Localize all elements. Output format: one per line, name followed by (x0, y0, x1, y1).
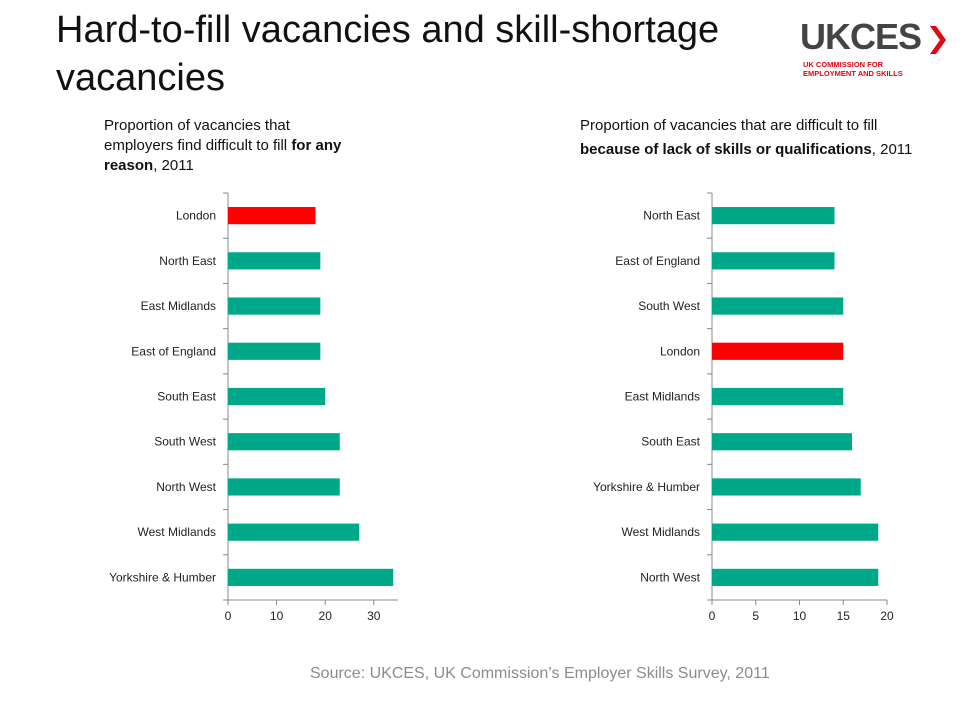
x-tick-label: 30 (367, 609, 381, 623)
x-tick-label: 0 (709, 609, 716, 623)
bar-south-west (712, 297, 844, 315)
category-label: West Midlands (138, 525, 216, 539)
x-tick-label: 15 (837, 609, 851, 623)
category-label: South East (157, 390, 216, 404)
bar-north-west (228, 478, 340, 496)
bar-north-east (228, 252, 321, 270)
bar-london (712, 342, 844, 360)
x-tick-label: 10 (270, 609, 284, 623)
category-label: East of England (131, 344, 216, 358)
bar-east-of-england (712, 252, 835, 270)
x-tick-label: 20 (880, 609, 894, 623)
category-label: North East (159, 254, 216, 268)
category-label: West Midlands (622, 525, 700, 539)
x-tick-label: 20 (319, 609, 333, 623)
category-label: Yorkshire & Humber (593, 480, 700, 494)
category-label: North East (643, 209, 700, 223)
logo-subtitle: UK COMMISSION FOR EMPLOYMENT AND SKILLS (803, 60, 903, 78)
bar-east-midlands (228, 297, 321, 315)
bar-south-east (712, 433, 852, 451)
category-label: East Midlands (625, 390, 700, 404)
bar-south-east (228, 387, 326, 406)
bar-charts: London North East East Midlands East of Eng… (109, 192, 894, 623)
category-label: South West (154, 435, 216, 449)
category-label: London (176, 209, 216, 223)
logo-chevron-icon (930, 26, 946, 54)
bar-yorkshire-humber (712, 478, 861, 496)
ukces-logo: UKCES UK COMMISSION FOR EMPLOYMENT AND S… (800, 16, 950, 86)
slide-title: Hard-to-fill vacancies and skill-shortag… (56, 9, 720, 99)
bar-west-midlands (712, 523, 879, 541)
category-label: North West (156, 480, 216, 494)
category-label: South West (638, 299, 700, 313)
source-note: Source: UKCES, UK Commission’s Employer … (310, 665, 770, 682)
category-label: East Midlands (141, 299, 216, 313)
bar-london (228, 207, 316, 225)
logo-wordmark: UKCES (800, 16, 922, 57)
bar-north-west (712, 568, 879, 586)
chart-right-title: Proportion of vacancies that are difficu… (580, 117, 913, 158)
x-tick-label: 0 (225, 609, 232, 623)
bar-north-east (712, 207, 835, 225)
x-tick-label: 10 (793, 609, 807, 623)
category-label: East of England (615, 254, 700, 268)
bar-south-west (228, 433, 340, 451)
bar-west-midlands (228, 523, 360, 541)
category-label: London (660, 344, 700, 358)
category-label: South East (641, 435, 700, 449)
category-label: North West (640, 570, 700, 584)
bar-yorkshire-humber (228, 568, 394, 586)
chart-left-title: Proportion of vacancies that employers f… (104, 117, 342, 174)
bar-east-of-england (228, 342, 321, 360)
bar-east-midlands (712, 387, 844, 406)
x-tick-label: 5 (752, 609, 759, 623)
category-label: Yorkshire & Humber (109, 570, 216, 584)
